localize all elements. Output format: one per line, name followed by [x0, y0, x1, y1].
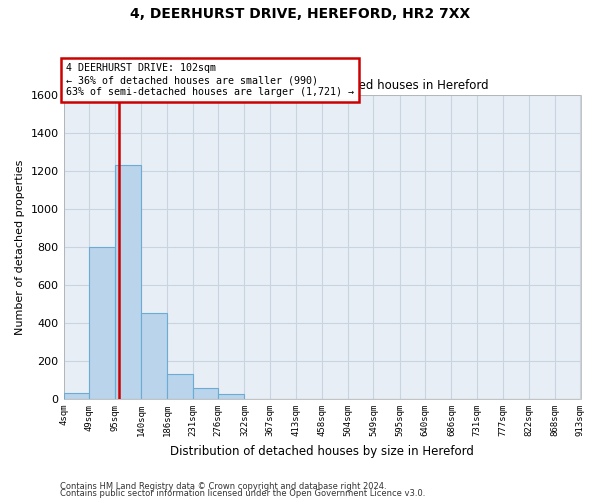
Bar [141, 314, 167, 399]
Text: 4, DEERHURST DRIVE, HEREFORD, HR2 7XX: 4, DEERHURST DRIVE, HEREFORD, HR2 7XX [130, 8, 470, 22]
Bar [89, 247, 115, 399]
X-axis label: Distribution of detached houses by size in Hereford: Distribution of detached houses by size … [170, 444, 474, 458]
Text: Contains public sector information licensed under the Open Government Licence v3: Contains public sector information licen… [60, 490, 425, 498]
Y-axis label: Number of detached properties: Number of detached properties [15, 159, 25, 334]
Bar [167, 374, 193, 399]
Bar [115, 165, 141, 399]
Bar [193, 388, 218, 399]
Text: Contains HM Land Registry data © Crown copyright and database right 2024.: Contains HM Land Registry data © Crown c… [60, 482, 386, 491]
Text: 4 DEERHURST DRIVE: 102sqm
← 36% of detached houses are smaller (990)
63% of semi: 4 DEERHURST DRIVE: 102sqm ← 36% of detac… [67, 64, 355, 96]
Title: Size of property relative to detached houses in Hereford: Size of property relative to detached ho… [156, 79, 488, 92]
Bar [218, 394, 244, 399]
Bar [64, 394, 89, 399]
